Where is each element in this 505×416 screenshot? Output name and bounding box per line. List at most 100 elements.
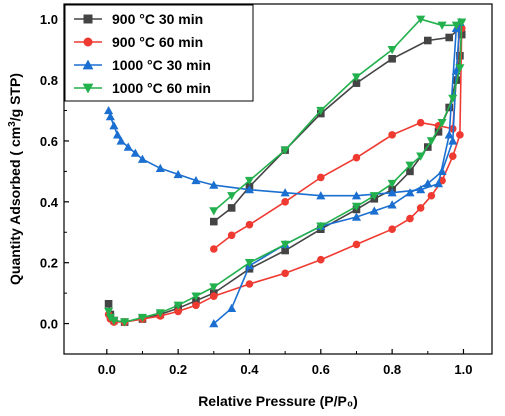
data-point [444,130,454,139]
data-point [316,106,326,116]
legend-item: 1000 °C 30 min [74,57,211,73]
data-point [281,246,289,255]
data-point [210,245,218,253]
data-point [387,179,397,189]
data-point [351,202,362,211]
data-point [456,131,464,139]
x-tick-label: 0.2 [169,362,187,377]
y-tick-label: 0.0 [40,317,58,332]
data-point [406,167,414,176]
data-point [130,148,140,157]
data-point [448,94,458,103]
data-point [352,79,361,87]
y-tick-label: 0.6 [40,134,58,149]
data-point [123,142,133,151]
legend-item: 1000 °C 60 min [74,80,211,96]
y-axis-title: Quantity Adsorbed ( cm3/g STP) [7,73,24,285]
data-point [245,280,254,288]
data-point [109,316,119,326]
data-point [387,200,397,209]
data-point [369,206,379,215]
data-point [120,318,130,327]
x-tick-label: 0.8 [383,362,401,377]
data-point [280,146,290,155]
data-point [352,153,361,162]
data-point [424,36,432,45]
data-point [455,64,465,73]
data-point [351,212,362,221]
legend-item: 900 °C 30 min [74,11,203,27]
data-point [244,185,255,194]
data-point [457,18,467,27]
legend-marker [83,37,93,47]
data-point [173,301,183,310]
data-point [280,188,290,197]
data-point [445,33,453,42]
data-point [437,21,447,30]
data-point [191,175,201,185]
x-tick-label: 0.4 [240,362,259,377]
data-point [155,309,165,318]
data-point [405,188,415,197]
legend-box [64,4,254,102]
data-point [388,131,396,139]
data-point [416,152,426,161]
data-point [209,319,219,328]
data-point [227,204,236,212]
legend-marker [82,83,94,94]
data-point [433,179,444,188]
data-point [351,191,362,200]
data-point [104,307,114,316]
data-point [137,154,148,163]
data-point [244,259,255,268]
data-point [437,166,447,176]
data-point [137,313,148,323]
data-point [448,152,457,160]
data-point [369,192,379,201]
series-4 [104,15,467,327]
data-point [244,176,255,186]
y-title-main: Quantity Adsorbed ( cm [7,127,23,285]
x-axis-title: Relative Pressure (P/P₀) [198,393,358,409]
data-point [192,301,200,310]
y-tick-label: 0.2 [40,256,58,271]
axis-ticks: 0.0 0.2 0.4 0.6 0.8 1.0 0.0 0.2 0.4 0.6 0.8 1.0 [40,12,473,377]
data-point [210,217,218,226]
y-tick-label: 0.8 [40,73,58,88]
legend: 900 °C 30 min 900 °C 60 min 1000 °C 30 min… [64,4,254,102]
data-point [109,121,119,130]
data-point [317,173,325,182]
legend-label: 900 °C 30 min [112,11,203,27]
data-point [227,303,237,312]
data-point [116,136,126,145]
legend-item: 900 °C 60 min [74,34,203,50]
data-point [416,118,425,127]
legend-label: 1000 °C 60 min [112,80,211,96]
legend-label: 1000 °C 30 min [112,57,211,73]
data-point [352,240,361,249]
data-point [416,204,425,212]
data-point [317,255,325,264]
y-title-superscript: 3 [7,121,18,127]
series-line-adsorption [213,22,461,325]
x-tick-label: 0.6 [312,362,330,377]
data-point [104,105,114,115]
data-point [351,73,362,82]
data-point [316,222,326,231]
y-tick-label: 0.4 [40,195,59,210]
data-point [416,15,426,24]
data-point [210,292,218,300]
data-point [105,112,115,121]
data-point [416,185,426,194]
data-point [112,130,123,139]
legend-label: 900 °C 60 min [112,34,203,50]
data-point [406,214,414,223]
data-point [448,136,458,145]
data-point [423,179,433,188]
data-point [427,191,436,200]
data-point [155,163,165,172]
data-point [104,299,113,308]
data-point [280,240,290,249]
data-point [173,169,183,179]
